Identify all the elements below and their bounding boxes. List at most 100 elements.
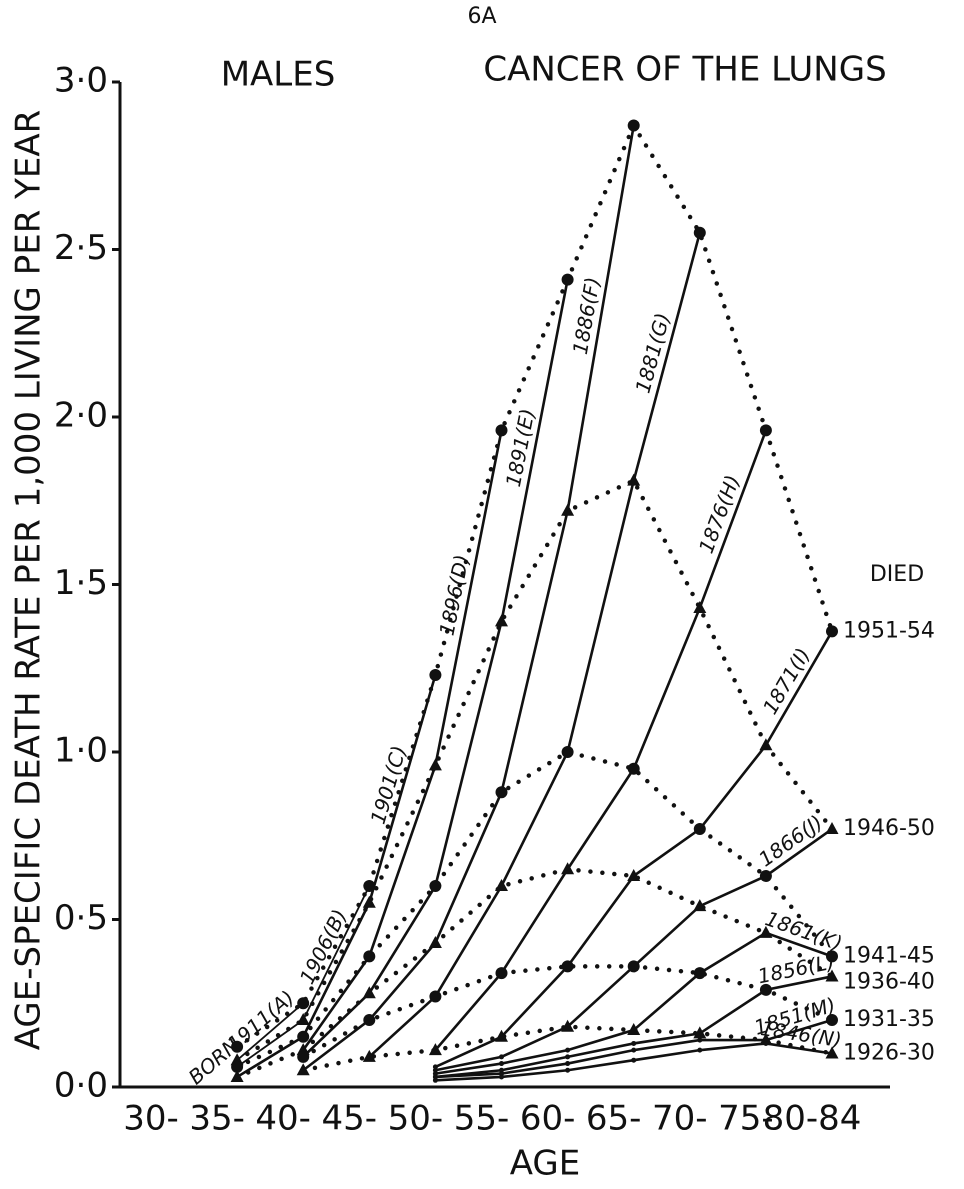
period-line [234,749,835,1070]
point [826,1014,838,1026]
point [693,1026,707,1039]
legend-label: 1931-35 [843,1007,935,1032]
point [499,1061,504,1067]
point [627,119,640,132]
point [565,1067,571,1073]
x-tick-label: 60- [520,1099,576,1139]
cohort-label: 1876(H) [694,472,745,557]
point [495,1029,508,1042]
point [499,1074,504,1080]
period-line [234,120,835,1050]
period-line [300,1024,835,1073]
point [759,983,772,996]
y-tick-label: 3·0 [54,61,108,101]
point [499,1054,504,1060]
y-tick-label: 1·0 [54,731,108,771]
point [230,1069,244,1082]
cohort-line [368,232,702,1058]
point [561,273,574,286]
point [428,758,442,771]
point [363,1014,376,1026]
cohort-line [302,125,635,1072]
point [362,986,376,999]
period-line [234,477,835,1063]
x-tick-label: 40- [255,1099,311,1139]
legend-label: 1936-40 [843,969,935,994]
point [565,1047,571,1053]
point [297,1030,310,1043]
y-tick-label: 1·5 [54,563,108,603]
point [693,226,706,239]
point [565,1054,571,1060]
x-tick-label: 45- [322,1099,378,1139]
y-tick-label: 2·5 [54,228,108,268]
point [363,880,376,892]
y-tick-label: 0·5 [54,898,108,938]
cohort-line [434,429,768,1051]
point [759,1033,773,1046]
x-tick-label: 35- [189,1099,245,1139]
x-tick-label: 55- [454,1099,510,1139]
x-tick-label: 65- [586,1099,642,1139]
point [627,960,640,973]
point [363,950,376,963]
point [429,990,442,1003]
x-tick-label: 80-84 [763,1099,862,1139]
point [296,1013,310,1025]
point [561,862,575,875]
point [561,503,575,516]
cohort-line [302,430,503,1051]
point [296,1063,310,1076]
point [362,1049,376,1062]
point [231,1060,244,1073]
point [428,935,442,948]
point [561,746,574,758]
y-tick-label: 0·0 [54,1066,108,1106]
x-tick-label: 75- [718,1099,774,1139]
legend-title: DIED [870,562,924,587]
chart-subtitle: MALES [221,55,336,95]
point [495,424,508,437]
point [627,868,641,881]
point [627,1023,641,1036]
point [759,738,773,751]
point [763,1040,769,1046]
point [495,786,508,799]
point [297,997,310,1010]
cohort-line [236,674,437,1079]
point [825,1046,839,1059]
legend-label: 1926-30 [843,1041,935,1066]
point [432,1077,438,1083]
point [565,1061,571,1067]
y-axis-label: AGE-SPECIFIC DEATH RATE PER 1,000 LIVING… [9,110,49,1051]
point [825,969,839,982]
point [561,960,574,973]
cohort-line [236,1002,304,1061]
point [826,625,838,638]
point [825,822,839,835]
point [428,1043,442,1056]
point [429,668,442,681]
x-axis-label: AGE [510,1144,581,1184]
point [826,950,838,963]
point [561,1019,575,1032]
point [697,1037,703,1043]
cohort-label: 1886(F) [568,275,605,356]
page-label: 6A [467,4,496,29]
cohort-label: 1906(B) [295,905,352,988]
point [627,473,641,486]
point [495,614,508,627]
y-tick-label: 2·0 [54,396,108,436]
point [693,600,707,613]
point [429,880,442,892]
point [697,1047,703,1053]
cohort-label: 1871(I) [758,644,815,719]
x-tick-label: 50- [388,1099,444,1139]
point [693,823,706,836]
x-tick-label: 70- [652,1099,708,1139]
point [759,424,772,437]
chart-title: CANCER OF THE LUNGS [483,50,886,90]
cohort-label: 1861(K) [762,906,845,955]
